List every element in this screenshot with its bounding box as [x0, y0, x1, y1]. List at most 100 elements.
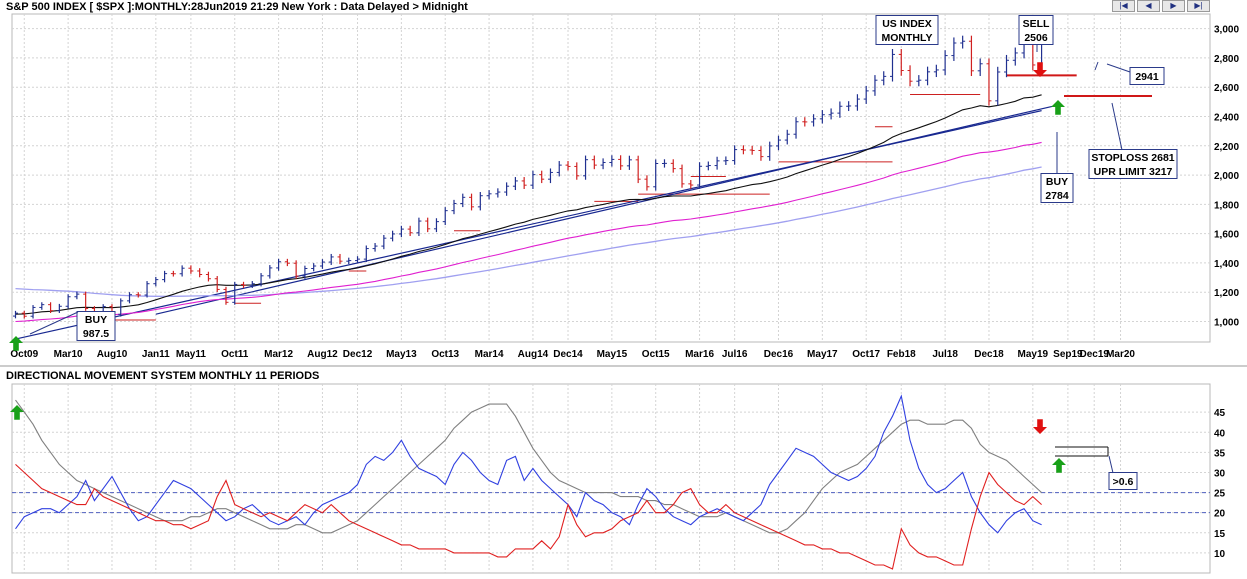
- last-icon[interactable]: ▶|: [1187, 0, 1210, 12]
- first-icon[interactable]: |◀: [1112, 0, 1135, 12]
- price-bar: [223, 286, 229, 305]
- price-bar: [1012, 47, 1018, 66]
- price-bar: [319, 259, 325, 269]
- price-bar: [968, 35, 974, 77]
- price-bar: [416, 217, 422, 237]
- price-bar: [784, 129, 790, 145]
- price-bar: [188, 265, 194, 274]
- x-tick-label: Oct13: [431, 349, 459, 360]
- price-y-tick: 3,000: [1214, 25, 1239, 36]
- price-bar: [740, 145, 746, 155]
- price-bar: [951, 37, 957, 61]
- di-minus-line: [15, 463, 1042, 570]
- x-tick-label: Mar16: [685, 349, 714, 360]
- price-bar: [65, 294, 71, 309]
- price-bar: [802, 117, 808, 127]
- buy-2009-label: BUY 987.5: [76, 311, 116, 341]
- chart-title: S&P 500 INDEX [ $SPX ]:MONTHLY:28Jun2019…: [6, 1, 468, 13]
- stoploss-label-text: UPR LIMIT 3217: [1094, 166, 1173, 178]
- dms-title: DIRECTIONAL MOVEMENT SYSTEM MONTHLY 11 P…: [6, 370, 320, 382]
- ma_short-line: [15, 94, 1042, 315]
- price-bar: [600, 158, 606, 170]
- price-bar: [337, 253, 343, 265]
- x-tick-label: May13: [386, 349, 417, 360]
- price-bar: [118, 298, 124, 317]
- price-bar: [583, 155, 589, 180]
- price-y-tick: 1,800: [1214, 200, 1239, 211]
- sell-2018-arrow: [1033, 62, 1047, 77]
- price-bar: [83, 291, 89, 311]
- x-tick-label: Oct17: [852, 349, 880, 360]
- upper-trendline: [155, 104, 1060, 315]
- price-bar: [714, 156, 720, 170]
- last-price-label-box: [1129, 67, 1165, 85]
- x-tick-label: Feb18: [887, 349, 916, 360]
- price-bar: [661, 159, 667, 168]
- price-bar: [284, 258, 290, 267]
- price-bar: [609, 155, 615, 167]
- x-tick-label: Jul18: [932, 349, 958, 360]
- price-bar: [995, 66, 1001, 106]
- price-y-tick: 2,600: [1214, 83, 1239, 94]
- sell-label-box: [1018, 15, 1054, 45]
- price-bar: [907, 65, 913, 87]
- stoploss-label-box: [1088, 149, 1178, 179]
- price-bar: [916, 75, 922, 87]
- price-bar: [197, 268, 203, 278]
- stoploss-label: STOPLOSS 2681 UPR LIMIT 3217: [1088, 149, 1178, 179]
- price-bar: [890, 49, 895, 82]
- price-y-tick: 1,600: [1214, 230, 1239, 241]
- price-bar: [407, 225, 413, 237]
- price-bar: [144, 281, 150, 298]
- price-bar: [355, 256, 361, 264]
- last-price-label-text: 2941: [1135, 71, 1159, 83]
- price-bar: [460, 193, 466, 208]
- price-bar: [793, 117, 799, 139]
- price-bar: [433, 218, 439, 233]
- price-bar: [293, 260, 299, 279]
- dms-y-tick: 20: [1214, 509, 1226, 520]
- price-bar: [56, 303, 62, 313]
- annotation-leader: [29, 311, 79, 335]
- us-index-label-box: [875, 15, 939, 45]
- dms-sell-2018-arrow: [1033, 419, 1047, 434]
- sell-label-text: SELL: [1023, 18, 1050, 30]
- x-tick-label: Dec12: [343, 349, 373, 360]
- dms-y-tick: 25: [1214, 489, 1226, 500]
- price-bar: [127, 292, 133, 304]
- price-bar: [346, 257, 352, 265]
- x-tick-label: Mar10: [54, 349, 83, 360]
- price-y-tick: 2,200: [1214, 142, 1239, 153]
- x-tick-label: May15: [597, 349, 628, 360]
- price-bar: [898, 49, 904, 76]
- dms-y-tick: 10: [1214, 549, 1226, 560]
- us-index-label: US INDEX MONTHLY: [875, 15, 939, 45]
- price-bar: [942, 50, 948, 76]
- x-tick-label: May19: [1018, 349, 1049, 360]
- dms-panel: [11, 383, 1211, 574]
- nav-buttons: |◀ ◀ ▶ ▶|: [1110, 0, 1210, 12]
- price-bar: [811, 114, 817, 127]
- price-bar: [232, 281, 238, 305]
- price-bar: [241, 281, 247, 288]
- price-bar: [451, 199, 457, 215]
- x-tick-label: Mar20: [1106, 349, 1135, 360]
- price-bar: [302, 265, 308, 279]
- price-bar: [170, 270, 176, 277]
- price-bar: [758, 146, 764, 161]
- price-panel: [11, 13, 1211, 343]
- price-bar: [986, 58, 992, 106]
- price-bar: [881, 71, 887, 86]
- price-bar: [398, 225, 404, 238]
- next-icon[interactable]: ▶: [1162, 0, 1185, 12]
- price-bar: [635, 155, 641, 184]
- price-bar: [48, 302, 54, 313]
- prev-icon[interactable]: ◀: [1137, 0, 1160, 12]
- buy-2009-arrow: [9, 336, 23, 351]
- buy-2019-label-box: [1040, 173, 1074, 203]
- x-tick-label: Jul16: [722, 349, 748, 360]
- price-bar: [679, 164, 685, 188]
- adx-threshold-label: >0.6: [1108, 472, 1138, 490]
- price-bar: [39, 302, 45, 310]
